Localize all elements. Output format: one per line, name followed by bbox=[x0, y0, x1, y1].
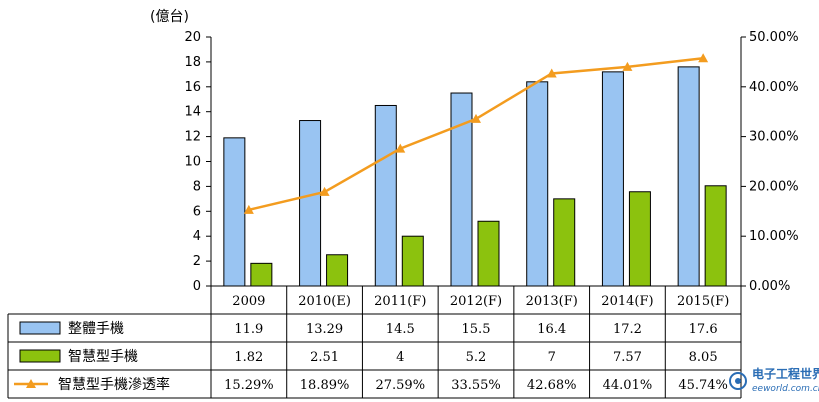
legend-label: 整體手機 bbox=[68, 321, 124, 337]
table-cell: 27.59% bbox=[375, 378, 425, 393]
table-cell: 33.55% bbox=[451, 378, 501, 393]
watermark-main: 电子工程世界 bbox=[752, 366, 819, 381]
penetration-point bbox=[622, 61, 633, 71]
table-cell: 44.01% bbox=[603, 378, 653, 393]
penetration-point bbox=[698, 53, 709, 63]
watermark-sub: eeworld.com.cn bbox=[752, 384, 819, 394]
bar-smartphones bbox=[704, 185, 727, 287]
table-cell: 16.4 bbox=[537, 322, 566, 337]
bar-total-phones bbox=[601, 71, 624, 287]
table-cell: 14.5 bbox=[386, 322, 415, 337]
data-table: 2009 2010(E) 2011(F) 2012(F) 2013(F) 2014(F) 2… bbox=[7, 285, 742, 399]
table-cell: 2.51 bbox=[310, 350, 339, 365]
right-tick-label: 30.00% bbox=[749, 130, 799, 145]
table-cell: 4 bbox=[396, 350, 404, 365]
table-cell: 5.2 bbox=[466, 350, 487, 365]
right-axis: 50.00% 40.00% 30.00% 20.00% 10.00% 0.00% bbox=[740, 30, 799, 294]
left-tick-label: 4 bbox=[193, 229, 201, 244]
table-cell: 13.29 bbox=[306, 322, 343, 337]
bar-total-phones bbox=[299, 120, 322, 287]
category-label: 2013(F) bbox=[526, 294, 578, 309]
left-tick-label: 20 bbox=[184, 30, 201, 45]
table-cell: 45.74% bbox=[678, 378, 728, 393]
category-label: 2009 bbox=[232, 294, 265, 309]
legend-swatch bbox=[19, 349, 61, 363]
penetration-point bbox=[546, 68, 557, 78]
bar-smartphones bbox=[401, 235, 424, 287]
table-cell: 17.6 bbox=[689, 322, 718, 337]
legend-marker bbox=[26, 379, 36, 388]
bar-total-phones bbox=[374, 104, 397, 287]
bar-total-phones bbox=[223, 137, 246, 287]
table-cell: 18.89% bbox=[300, 378, 350, 393]
bar-smartphones bbox=[250, 262, 273, 287]
category-label: 2010(E) bbox=[298, 294, 351, 309]
penetration-point bbox=[471, 113, 481, 123]
table-cell: 7 bbox=[548, 350, 556, 365]
left-tick-label: 2 bbox=[193, 254, 201, 269]
category-label: 2014(F) bbox=[601, 294, 653, 309]
left-tick-label: 16 bbox=[184, 80, 201, 95]
penetration-point bbox=[243, 204, 254, 214]
legend-label: 智慧型手機滲透率 bbox=[58, 376, 170, 393]
left-tick-label: 0 bbox=[193, 279, 201, 294]
unit-label: (億台) bbox=[150, 9, 189, 25]
category-label: 2012(F) bbox=[450, 294, 502, 309]
bar-smartphones bbox=[628, 191, 651, 287]
bar-total-phones bbox=[677, 66, 700, 287]
category-label: 2015(F) bbox=[677, 294, 729, 309]
left-tick-label: 14 bbox=[184, 105, 201, 120]
left-tick-label: 10 bbox=[184, 155, 201, 170]
table-cell: 42.68% bbox=[527, 378, 577, 393]
table-cell: 7.57 bbox=[613, 350, 642, 365]
plot-area bbox=[211, 53, 741, 287]
right-tick-label: 40.00% bbox=[749, 80, 799, 95]
right-tick-label: 50.00% bbox=[749, 30, 799, 45]
bar-smartphones bbox=[326, 254, 349, 287]
watermark-logo-icon bbox=[729, 372, 747, 390]
right-tick-label: 10.00% bbox=[749, 229, 799, 244]
left-tick-label: 12 bbox=[184, 130, 201, 145]
right-tick-label: 20.00% bbox=[749, 179, 799, 194]
table-cell: 15.5 bbox=[462, 322, 491, 337]
watermark-logo-dot bbox=[735, 378, 741, 384]
category-label: 2011(F) bbox=[374, 294, 426, 309]
left-tick-label: 6 bbox=[193, 204, 201, 219]
table-cell: 11.9 bbox=[234, 322, 263, 337]
bar-smartphones bbox=[477, 220, 500, 287]
table-cell: 17.2 bbox=[613, 322, 642, 337]
right-tick-label: 0.00% bbox=[749, 279, 790, 294]
bar-smartphones bbox=[553, 198, 576, 287]
penetration-point bbox=[395, 143, 406, 153]
watermark: 电子工程世界 eeworld.com.cn bbox=[729, 366, 819, 394]
bar-total-phones bbox=[526, 81, 549, 287]
table-cell: 1.82 bbox=[234, 350, 263, 365]
table-cell: 8.05 bbox=[689, 350, 718, 365]
left-tick-label: 8 bbox=[193, 179, 201, 194]
left-tick-label: 18 bbox=[184, 55, 201, 70]
legend-label: 智慧型手機 bbox=[68, 349, 138, 365]
legend-swatch bbox=[19, 321, 61, 335]
table-cell: 15.29% bbox=[224, 378, 274, 393]
penetration-point bbox=[319, 186, 330, 196]
